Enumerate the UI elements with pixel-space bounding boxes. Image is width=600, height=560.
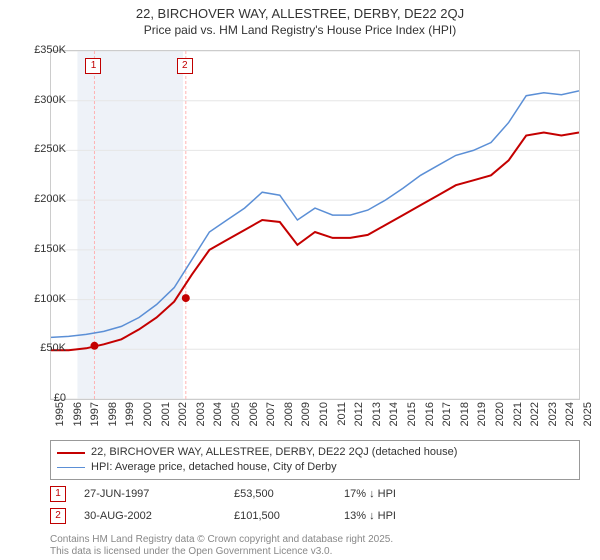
x-axis-label: 2022 — [529, 402, 541, 426]
sale-price: £53,500 — [234, 488, 344, 500]
x-axis-label: 2008 — [283, 402, 295, 426]
sale-delta: 13% ↓ HPI — [344, 510, 484, 522]
sale-marker-flag: 1 — [85, 58, 101, 74]
x-axis-label: 2001 — [160, 402, 172, 426]
y-axis-label: £150K — [6, 243, 66, 255]
footer: Contains HM Land Registry data © Crown c… — [50, 534, 580, 558]
chart-svg — [51, 51, 579, 399]
chart-subtitle: Price paid vs. HM Land Registry's House … — [0, 21, 600, 41]
x-axis-label: 2006 — [248, 402, 260, 426]
x-axis-label: 2021 — [512, 402, 524, 426]
x-axis-label: 2019 — [476, 402, 488, 426]
legend: 22, BIRCHOVER WAY, ALLESTREE, DERBY, DE2… — [50, 440, 580, 480]
legend-label: HPI: Average price, detached house, City… — [91, 460, 337, 475]
sale-marker-icon: 2 — [50, 508, 66, 524]
y-axis-label: £200K — [6, 193, 66, 205]
x-axis-label: 2005 — [230, 402, 242, 426]
sale-price: £101,500 — [234, 510, 344, 522]
sale-delta: 17% ↓ HPI — [344, 488, 484, 500]
x-axis-label: 2015 — [406, 402, 418, 426]
footer-line: Contains HM Land Registry data © Crown c… — [50, 534, 580, 546]
legend-row: HPI: Average price, detached house, City… — [57, 460, 573, 475]
sale-date: 27-JUN-1997 — [84, 488, 234, 500]
x-axis-label: 1997 — [89, 402, 101, 426]
x-axis-label: 1998 — [107, 402, 119, 426]
y-axis-label: £100K — [6, 293, 66, 305]
x-axis-label: 2014 — [388, 402, 400, 426]
y-axis-label: £350K — [6, 44, 66, 56]
x-axis-label: 2004 — [212, 402, 224, 426]
footer-line: This data is licensed under the Open Gov… — [50, 546, 580, 558]
legend-swatch — [57, 467, 85, 468]
sale-date: 30-AUG-2002 — [84, 510, 234, 522]
x-axis-label: 2023 — [547, 402, 559, 426]
x-axis-label: 2013 — [371, 402, 383, 426]
x-axis-label: 2003 — [195, 402, 207, 426]
x-axis-label: 2009 — [300, 402, 312, 426]
x-axis-label: 1995 — [54, 402, 66, 426]
x-axis-label: 2000 — [142, 402, 154, 426]
chart-title: 22, BIRCHOVER WAY, ALLESTREE, DERBY, DE2… — [0, 0, 600, 21]
plot-area — [50, 50, 580, 400]
y-axis-label: £50K — [6, 342, 66, 354]
x-axis-label: 2025 — [582, 402, 594, 426]
x-axis-label: 1999 — [124, 402, 136, 426]
x-axis-label: 2011 — [336, 402, 348, 426]
x-axis-label: 1996 — [72, 402, 84, 426]
x-axis-label: 2007 — [265, 402, 277, 426]
legend-row: 22, BIRCHOVER WAY, ALLESTREE, DERBY, DE2… — [57, 445, 573, 460]
legend-label: 22, BIRCHOVER WAY, ALLESTREE, DERBY, DE2… — [91, 445, 457, 460]
x-axis-label: 2012 — [353, 402, 365, 426]
x-axis-label: 2020 — [494, 402, 506, 426]
x-axis-label: 2002 — [177, 402, 189, 426]
legend-swatch — [57, 452, 85, 454]
y-axis-label: £250K — [6, 143, 66, 155]
sale-marker-flag: 2 — [177, 58, 193, 74]
x-axis-label: 2024 — [564, 402, 576, 426]
sale-row: 2 30-AUG-2002 £101,500 13% ↓ HPI — [50, 508, 580, 524]
x-axis-label: 2017 — [441, 402, 453, 426]
sale-marker-icon: 1 — [50, 486, 66, 502]
chart-container: 22, BIRCHOVER WAY, ALLESTREE, DERBY, DE2… — [0, 0, 600, 560]
x-axis-label: 2018 — [459, 402, 471, 426]
y-axis-label: £300K — [6, 94, 66, 106]
x-axis-label: 2016 — [424, 402, 436, 426]
x-axis-label: 2010 — [318, 402, 330, 426]
sale-row: 1 27-JUN-1997 £53,500 17% ↓ HPI — [50, 486, 580, 502]
